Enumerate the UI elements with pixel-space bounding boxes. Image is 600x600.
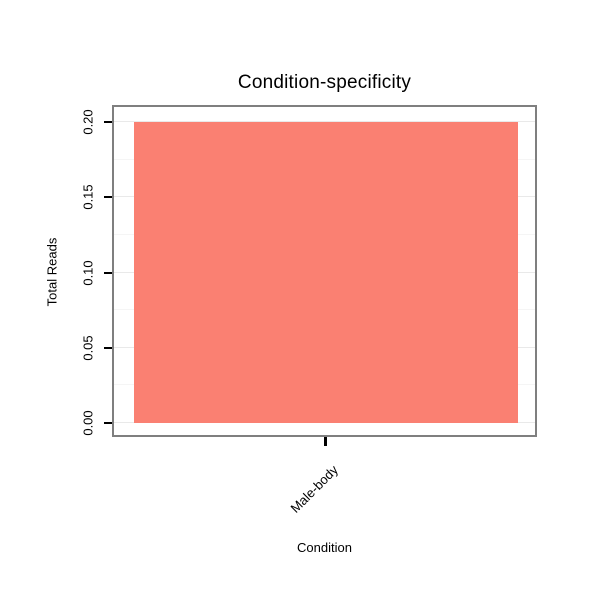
y-tick-mark — [104, 121, 112, 123]
x-axis-label: Condition — [297, 540, 352, 555]
y-tick-label: 0.05 — [80, 335, 96, 361]
bar-male-body — [134, 122, 518, 423]
y-tick-label: 0.10 — [80, 259, 96, 286]
plot-area — [112, 105, 537, 437]
x-tick-label: Male-body — [287, 462, 342, 516]
y-tick-mark — [104, 196, 112, 199]
y-tick-label: 0.00 — [80, 410, 96, 436]
y-tick-label: 0.15 — [80, 184, 96, 210]
y-tick-mark — [104, 346, 112, 349]
chart-title: Condition-specificity — [237, 72, 412, 93]
y-axis-label: Total Reads — [44, 237, 60, 307]
gridline — [114, 121, 535, 122]
y-tick-mark — [104, 422, 112, 424]
x-tick-mark — [324, 437, 327, 446]
y-tick-label: 0.20 — [80, 109, 96, 135]
y-tick-mark — [104, 271, 112, 274]
